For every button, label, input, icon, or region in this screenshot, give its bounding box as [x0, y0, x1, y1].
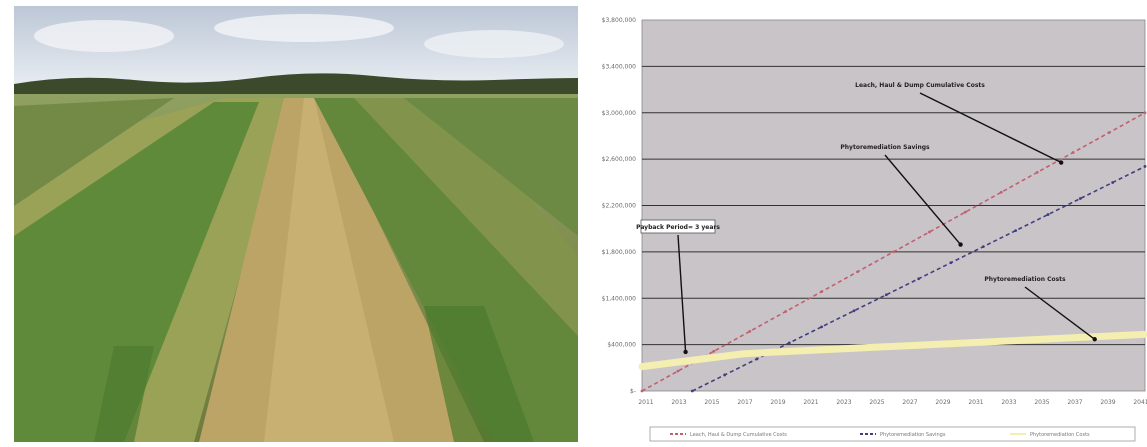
annotation-box	[640, 219, 716, 234]
legend-label: Phytoremediation Savings	[880, 432, 946, 438]
annotation-arrowhead	[1092, 337, 1097, 342]
series-point	[748, 329, 752, 333]
y-tick-label: $3,000,000	[602, 110, 637, 117]
annotation-arrow	[919, 92, 1062, 164]
field-photo	[14, 6, 578, 442]
x-tick-label: 2041	[1133, 399, 1147, 406]
series-point	[784, 310, 788, 313]
x-tick-label: 2029	[935, 399, 950, 406]
series-point	[1046, 213, 1050, 216]
x-tick-label: 2039	[1100, 399, 1115, 406]
series-point	[755, 357, 759, 361]
legend-label: Phytoremediation Costs	[1030, 432, 1090, 438]
x-tick-label: 2019	[770, 399, 785, 406]
series-point	[712, 349, 716, 353]
y-tick-label: $3,800,000	[602, 17, 637, 24]
y-tick-label: $-	[630, 388, 636, 395]
series-point	[1035, 170, 1039, 174]
legend-label: Leach, Haul & Dump Cumulative Costs	[690, 432, 787, 438]
series-point	[640, 389, 644, 393]
series-point	[928, 230, 931, 234]
series-point	[676, 369, 680, 373]
series-point	[723, 373, 727, 377]
x-tick-label: 2021	[803, 399, 818, 406]
x-tick-label: 2027	[902, 399, 917, 406]
y-tick-label: $2,600,000	[602, 156, 637, 163]
annotation-arrow	[884, 154, 962, 246]
x-tick-label: 2035	[1034, 399, 1049, 406]
x-tick-label: 2023	[836, 399, 851, 406]
annotation-arrowhead	[958, 242, 963, 247]
series-point	[787, 341, 791, 345]
series-point	[981, 245, 985, 249]
series-point	[1143, 111, 1147, 115]
series-point	[856, 270, 859, 274]
series-point	[820, 325, 824, 329]
x-tick-label: 2025	[869, 399, 884, 406]
x-tick-label: 2033	[1001, 399, 1016, 406]
annotation-arrowhead	[1058, 160, 1064, 165]
series-point	[690, 389, 694, 393]
series-point	[1111, 181, 1115, 184]
series-point	[963, 210, 967, 214]
series-line	[638, 330, 1147, 371]
series-point	[1071, 151, 1075, 154]
annotation-label: Phytoremediation Costs	[984, 276, 1066, 283]
series-point	[949, 261, 953, 265]
annotation-arrow	[1024, 286, 1096, 340]
chart-svg: $- $400,000 $1,400,000 $1,800,000 $2,200,000…	[602, 17, 1147, 442]
x-tick-label: 2011	[638, 399, 653, 406]
series-point	[1014, 229, 1018, 233]
series-point	[1107, 131, 1111, 135]
x-tick-label: 2037	[1067, 399, 1082, 406]
x-tick-label: 2017	[737, 399, 752, 406]
annotation-label: Payback Period= 3 years	[636, 224, 720, 231]
annotation-arrowhead	[683, 349, 688, 355]
series-point	[820, 290, 824, 294]
annotation-label: Leach, Haul & Dump Cumulative Costs	[855, 82, 985, 89]
series-point	[1143, 165, 1147, 168]
series-point	[884, 293, 888, 297]
y-tick-label: $1,800,000	[602, 249, 637, 256]
y-tick-label: $1,400,000	[602, 295, 637, 302]
chart: $- $400,000 $1,400,000 $1,800,000 $2,200,000…	[590, 0, 1147, 443]
y-tick-label: $3,400,000	[602, 63, 637, 70]
y-tick-label: $400,000	[607, 342, 636, 349]
legend	[649, 426, 1136, 442]
annotation-arrow	[677, 234, 687, 352]
x-tick-label: 2031	[968, 399, 983, 406]
series-point	[892, 250, 895, 254]
annotation-label: Phytoremediation Savings	[840, 144, 930, 151]
series-point	[917, 277, 921, 281]
field-photo-graphic	[14, 6, 578, 442]
series-point	[999, 190, 1003, 194]
series-point	[1078, 197, 1082, 200]
x-tick-label: 2013	[671, 399, 686, 406]
y-tick-label: $2,200,000	[602, 203, 637, 210]
x-tick-label: 2015	[704, 399, 719, 406]
series-point	[852, 309, 856, 313]
